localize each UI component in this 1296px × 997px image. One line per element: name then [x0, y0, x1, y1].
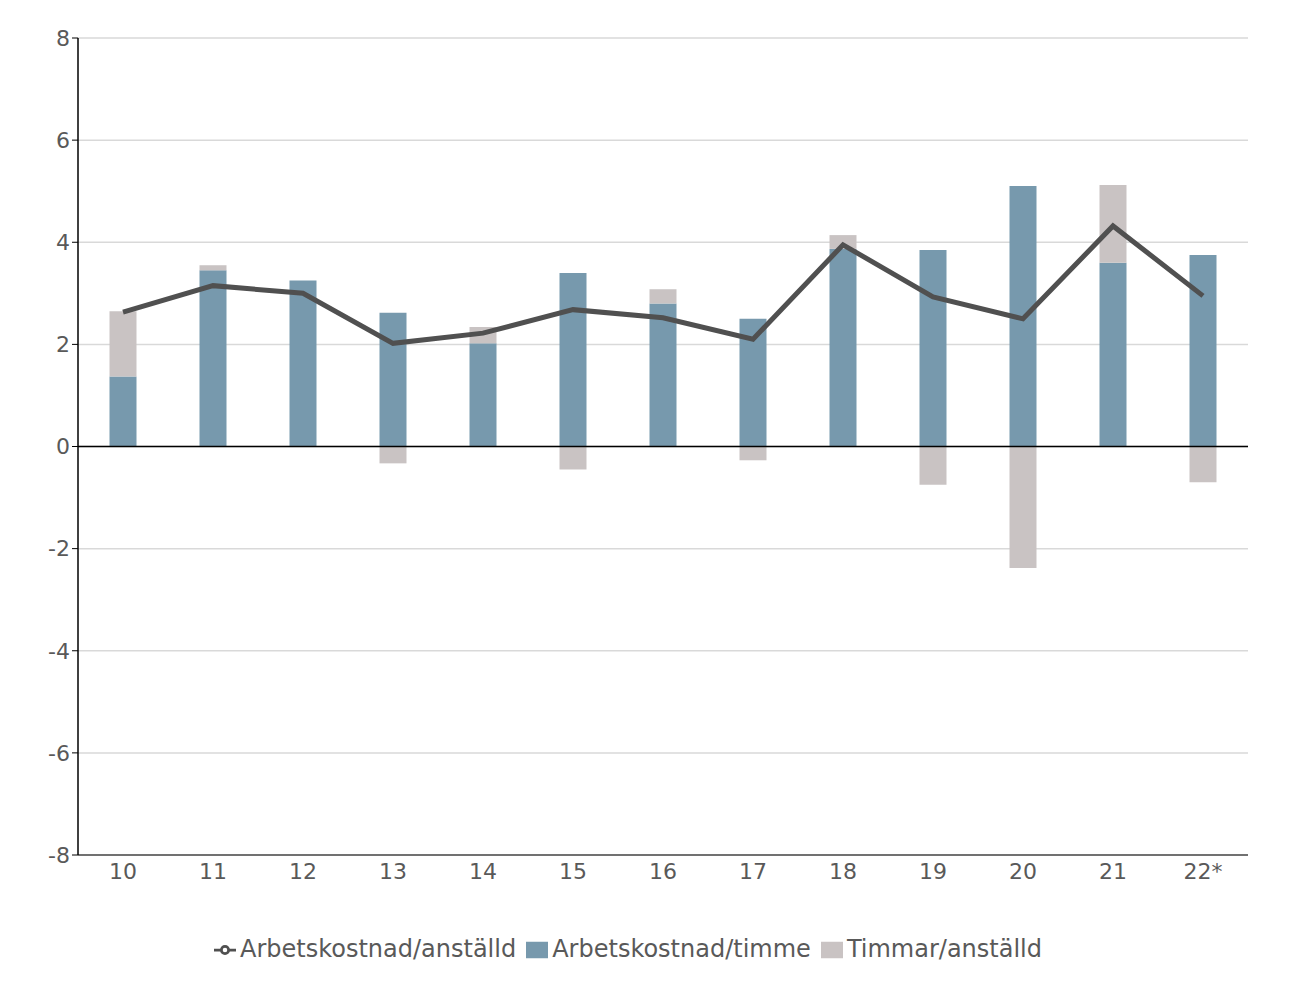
html-text:Arbetskostnad/timme: Arbetskostnad/timme: [552, 935, 811, 963]
svg-text:10: 10: [109, 859, 137, 884]
svg-text:15: 15: [559, 859, 587, 884]
svg-text:-2: -2: [48, 536, 70, 561]
svg-text:-4: -4: [48, 639, 70, 664]
svg-text:0: 0: [56, 434, 70, 459]
svg-text:18: 18: [829, 859, 857, 884]
svg-text:13: 13: [379, 859, 407, 884]
svg-text:8: 8: [56, 26, 70, 51]
svg-text:12: 12: [289, 859, 317, 884]
html-text:Timmar/anställd: Timmar/anställd: [846, 935, 1042, 963]
svg-text:22*: 22*: [1184, 859, 1223, 884]
svg-text:21: 21: [1099, 859, 1127, 884]
svg-text:11: 11: [199, 859, 227, 884]
svg-text:20: 20: [1009, 859, 1037, 884]
svg-text:-8: -8: [48, 843, 70, 868]
svg-text:14: 14: [469, 859, 497, 884]
svg-text:16: 16: [649, 859, 677, 884]
svg-text:2: 2: [56, 332, 70, 357]
svg-text:17: 17: [739, 859, 767, 884]
svg-text:19: 19: [919, 859, 947, 884]
svg-text:6: 6: [56, 128, 70, 153]
svg-text:4: 4: [56, 230, 70, 255]
svg-text:-6: -6: [48, 741, 70, 766]
html-text:Arbetskostnad/anställd: Arbetskostnad/anställd: [240, 935, 517, 963]
